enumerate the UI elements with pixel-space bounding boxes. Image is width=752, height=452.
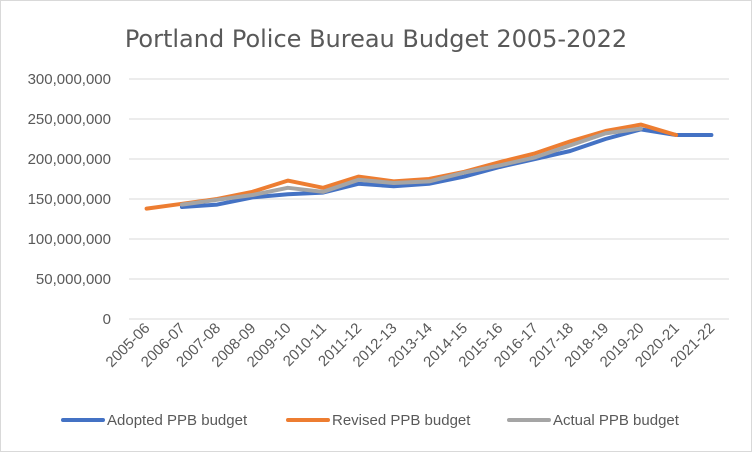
legend-label: Adopted PPB budget [107,412,248,429]
series-line-actual-ppb-budget [179,126,643,207]
y-tick-label: 200,000,000 [28,151,111,168]
y-tick-label: 250,000,000 [28,111,111,128]
y-tick-label: 0 [103,311,111,328]
series-line-adopted-ppb-budget [179,127,714,209]
x-axis-ticks: 2005-062006-072007-082008-092009-102010-… [103,320,719,371]
y-tick-label: 300,000,000 [28,71,111,88]
series-lines [144,122,714,211]
legend-label: Actual PPB budget [553,412,680,429]
legend: Adopted PPB budget Revised PPB budget Actu… [61,412,680,429]
y-tick-label: 150,000,000 [28,191,111,208]
y-tick-label: 50,000,000 [36,271,111,288]
y-tick-label: 100,000,000 [28,231,111,248]
legend-label: Revised PPB budget [332,412,471,429]
y-axis-ticks: 0 50,000,000 100,000,000 150,000,000 200,000… [28,71,111,328]
chart-title: Portland Police Bureau Budget 2005-2022 [125,25,627,53]
